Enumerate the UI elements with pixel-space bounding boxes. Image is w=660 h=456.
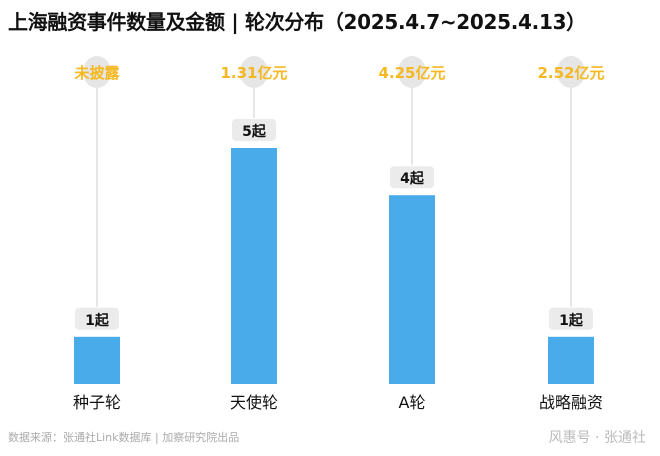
value-label-bg <box>390 166 434 189</box>
value-label-bg <box>549 307 593 330</box>
amount-circle <box>83 56 111 88</box>
category-label: A轮 <box>399 393 426 412</box>
amount-circle <box>240 56 268 88</box>
bar <box>548 336 594 384</box>
amount-label: 未披露 <box>73 64 120 82</box>
source-note: 数据来源：张通社Link数据库 | 加察研究院出品 <box>8 431 240 444</box>
watermark: 风惠号 · 张通社 <box>548 430 646 446</box>
bar <box>231 148 277 384</box>
amount-label: 2.52亿元 <box>537 64 604 82</box>
value-label: 1起 <box>85 312 110 329</box>
category-label: 种子轮 <box>73 393 121 412</box>
amount-circle <box>398 56 426 88</box>
chart-title: 上海融资事件数量及金额 | 轮次分布（2025.4.7~2025.4.13） <box>8 10 586 34</box>
bar <box>389 195 435 384</box>
amount-circle <box>557 56 585 88</box>
category-label: 战略融资 <box>539 393 603 412</box>
value-label: 4起 <box>400 170 425 187</box>
value-label-bg <box>75 307 119 330</box>
value-label: 1起 <box>559 312 584 329</box>
amount-label: 4.25亿元 <box>378 64 445 82</box>
value-label-bg <box>232 119 276 141</box>
bar <box>74 336 120 384</box>
amount-label: 1.31亿元 <box>220 64 287 82</box>
category-label: 天使轮 <box>230 393 278 412</box>
value-label: 5起 <box>242 123 267 140</box>
